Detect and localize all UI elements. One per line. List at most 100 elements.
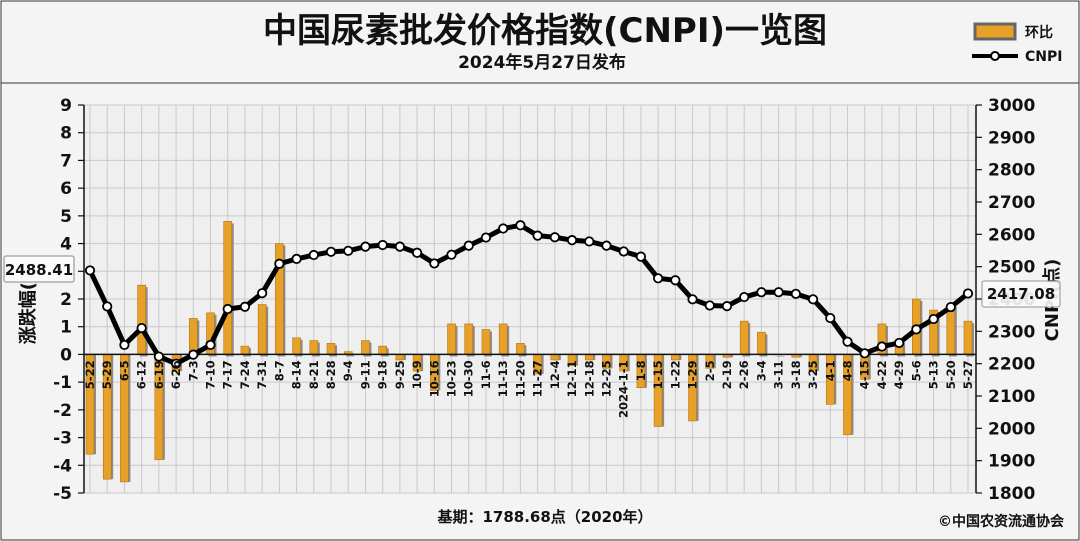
last-value-label: 2417.08 [987,285,1055,303]
left-tick-label: 5 [60,207,72,227]
x-tick-label: 12-18 [582,360,596,397]
x-tick-label: 10-23 [445,360,459,397]
bar-8-21 [309,340,319,355]
x-tick-label: 3-25 [806,360,820,389]
x-tick-label: 9-11 [358,360,372,389]
right-tick-label: 2000 [988,419,1035,439]
x-tick-label: 4-8 [840,360,854,381]
x-tick-label: 9-4 [341,360,355,381]
x-tick-label: 12-11 [565,360,579,397]
chart-title: 中国尿素批发价格指数(CNPI)一览图 [263,11,827,51]
cnpi-line [87,222,971,367]
right-tick-label: 1900 [988,452,1035,472]
cnpi-point-4-1 [825,312,836,324]
cnpi-point-3-11 [773,287,784,298]
cnpi-point-9-25 [394,241,405,252]
left-tick-label: 8 [60,124,72,144]
cnpi-point-10-16 [429,258,440,269]
right-tick-label: 2800 [988,161,1035,181]
x-tick-label: 5-6 [909,360,923,381]
legend: 环比 CNPI [972,22,1062,65]
x-tick-label: 1-22 [668,360,682,389]
x-tick-label: 11-6 [479,360,493,389]
x-tick-label: 4-15 [858,360,872,389]
right-tick-label: 2700 [988,193,1035,213]
right-tick-label: 2100 [988,387,1035,407]
x-tick-label: 12-4 [548,360,562,389]
cnpi-point-12-18 [584,236,595,247]
x-tick-label: 3-18 [789,360,803,389]
cnpi-point-11-6 [480,232,492,243]
left-tick-label: -5 [53,484,72,504]
cnpi-point-6-26 [170,358,182,369]
x-tick-label: 10-9 [410,360,424,389]
x-tick-label: 4-29 [892,360,906,389]
x-tick-label: 7-24 [238,360,252,389]
cnpi-point-5-27 [962,288,974,299]
bar-7-24 [240,345,250,355]
x-tick-label: 3-11 [772,360,786,389]
cnpi-point-5-29 [102,301,113,312]
bar-7-3 [188,318,198,355]
first-value-label: 2488.41 [5,261,73,279]
legend-line-label: CNPI [1025,49,1062,65]
left-tick-label: 0 [60,345,72,365]
legend-bar-swatch [973,22,1017,41]
cnpi-point-4-15 [859,348,870,359]
cnpi-point-1-22 [670,275,681,286]
bar-11-13 [498,323,508,355]
x-tick-label: 2-5 [703,360,717,381]
bar-11-20 [516,343,525,355]
cnpi-point-11-20 [515,220,526,231]
bar-5-27 [963,320,973,355]
x-tick-label: 6-19 [152,360,166,389]
first-value-callout: 2488.41 [3,255,75,283]
bar-8-28 [326,343,336,355]
cnpi-point-2024-1-1 [618,246,629,257]
cnpi-point-7-10 [205,339,216,351]
left-tick-label: 1 [60,318,72,338]
cnpi-point-11-13 [498,223,509,234]
x-axis-labels: 5-22 5-29 6-5 6-12 6-19 6-26 7-3 7-10 7-17 7-24 7-… [83,360,975,418]
left-tick-label: -4 [53,456,72,476]
cnpi-point-10-30 [463,240,474,251]
cnpi-line-series [87,222,971,367]
cnpi-point-6-12 [136,322,147,334]
x-tick-label: 6-26 [169,360,183,389]
cnpi-point-8-14 [291,253,302,265]
cnpi-point-12-25 [601,240,612,251]
right-axis-ticks: 1800190020002100220023002400250026002700… [976,96,1035,504]
left-tick-label: 2 [60,290,72,310]
cnpi-point-4-29 [894,337,905,349]
last-value-callout: 2417.08 [981,280,1061,308]
left-tick-label: -2 [53,401,72,421]
cnpi-point-7-31 [257,288,268,299]
x-tick-label: 5-29 [100,360,114,389]
cnpi-point-2-19 [721,301,733,312]
cnpi-point-8-21 [308,249,319,261]
cnpi-point-9-4 [343,245,354,256]
cnpi-point-7-24 [239,301,251,312]
cnpi-point-5-22 [84,265,96,276]
x-tick-label: 6-5 [117,360,131,381]
cnpi-point-2-26 [739,291,750,303]
cnpi-point-5-6 [911,324,922,335]
legend-bar-label: 环比 [1025,24,1053,41]
x-tick-label: 12-25 [599,360,613,397]
x-tick-label: 1-8 [634,360,648,381]
cnpi-point-9-11 [360,241,371,252]
cnpi-point-6-19 [153,351,164,362]
bar-6-12 [137,284,146,355]
cnpi-point-11-27 [532,230,543,241]
x-tick-label: 8-7 [272,360,286,381]
x-tick-label: 2-19 [720,360,734,389]
x-tick-label: 11-13 [496,360,510,397]
bar-7-17 [223,221,233,355]
right-tick-label: 3000 [988,96,1035,116]
cnpi-point-9-18 [377,239,388,251]
x-tick-label: 8-28 [324,360,338,389]
bar-2-26 [739,320,749,355]
bar-9-11 [361,340,370,355]
bar-9-18 [378,345,387,355]
cnpi-point-8-7 [274,258,285,269]
